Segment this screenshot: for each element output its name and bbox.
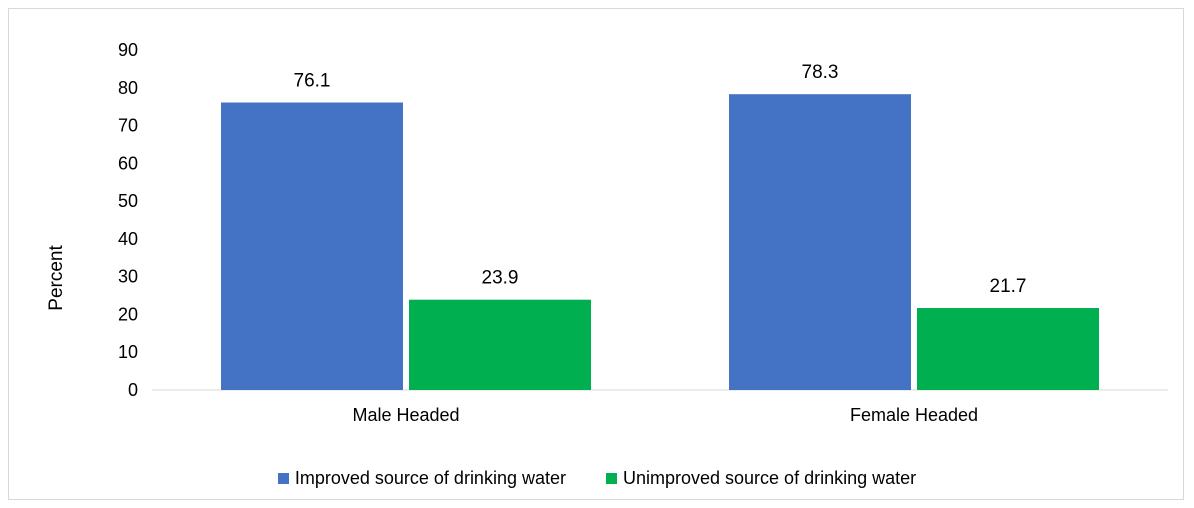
legend: Improved source of drinking water Unimpr… bbox=[0, 468, 1194, 489]
bar-improved-1 bbox=[729, 94, 911, 390]
legend-item-unimproved: Unimproved source of drinking water bbox=[605, 468, 917, 489]
legend-label-improved: Improved source of drinking water bbox=[294, 468, 566, 488]
legend-swatch-improved bbox=[277, 473, 289, 484]
y-tick-label: 80 bbox=[118, 78, 138, 98]
y-tick-label: 90 bbox=[118, 40, 138, 60]
bar-unimproved-0 bbox=[409, 299, 591, 390]
bar-unimproved-1 bbox=[917, 308, 1099, 390]
legend-item-improved: Improved source of drinking water bbox=[277, 468, 566, 489]
data-labels-group: 76.1 23.9 78.3 21.7 bbox=[294, 62, 1027, 297]
bars-group bbox=[221, 94, 1099, 390]
y-tick-label: 60 bbox=[118, 153, 138, 173]
category-labels: Male Headed Female Headed bbox=[352, 405, 978, 425]
legend-label-unimproved: Unimproved source of drinking water bbox=[622, 468, 917, 488]
legend-swatch-unimproved bbox=[605, 473, 617, 484]
bar-improved-0 bbox=[221, 102, 403, 390]
data-label: 21.7 bbox=[990, 276, 1027, 297]
y-tick-label: 70 bbox=[118, 116, 138, 136]
data-label: 76.1 bbox=[294, 71, 331, 92]
chart-frame bbox=[8, 8, 1184, 500]
y-tick-label: 50 bbox=[118, 191, 138, 211]
y-axis-label: Percent bbox=[46, 245, 67, 311]
y-tick-label: 30 bbox=[118, 267, 138, 287]
y-tick-label: 0 bbox=[128, 380, 138, 400]
y-tick-label: 40 bbox=[118, 229, 138, 249]
data-label: 23.9 bbox=[482, 268, 519, 289]
y-tick-label: 20 bbox=[118, 304, 138, 324]
bar-chart: Percent 0 10 20 30 40 50 60 70 80 90 76.1 23.9 78.3… bbox=[46, 40, 1168, 425]
category-label: Male Headed bbox=[352, 405, 459, 425]
y-tick-label: 10 bbox=[118, 342, 138, 362]
y-axis-ticks: 0 10 20 30 40 50 60 70 80 90 bbox=[118, 40, 138, 400]
category-label: Female Headed bbox=[850, 405, 978, 425]
data-label: 78.3 bbox=[802, 62, 839, 83]
